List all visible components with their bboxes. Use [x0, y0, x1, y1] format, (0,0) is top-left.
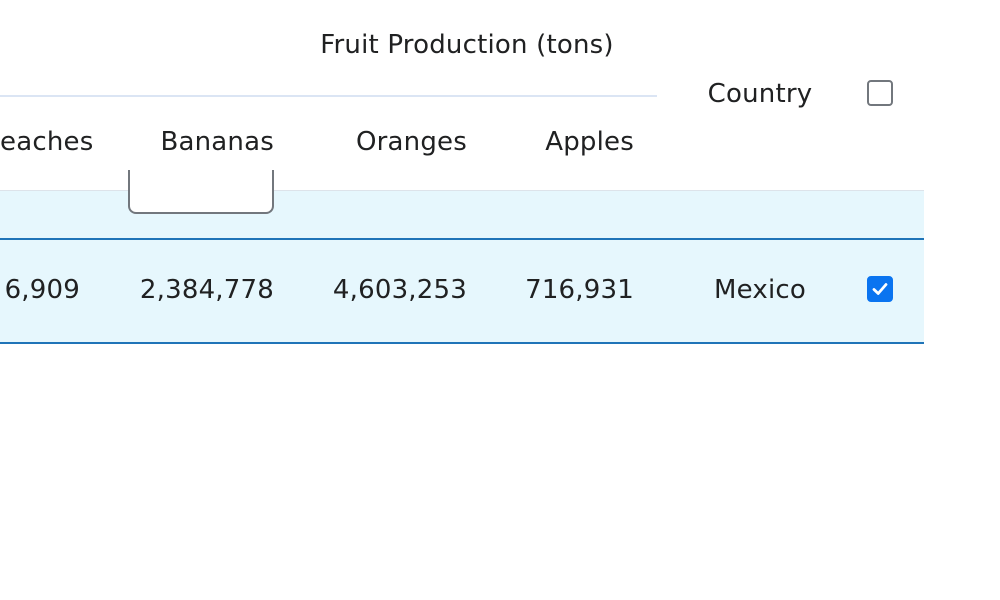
- column-header-country[interactable]: Country: [707, 79, 813, 109]
- group-header-divider: [0, 95, 657, 97]
- column-header-oranges[interactable]: Oranges: [355, 127, 467, 157]
- cell-peaches: 6,909: [4, 275, 80, 305]
- row-select-checkbox[interactable]: [867, 276, 893, 302]
- cell-oranges: 4,603,253: [332, 275, 467, 305]
- select-all-checkbox[interactable]: [867, 80, 893, 106]
- cell-country: Mexico: [714, 275, 806, 305]
- checkmark-icon: [872, 283, 888, 295]
- column-header-apples[interactable]: Apples: [545, 127, 634, 157]
- cell-bananas: 2,384,778: [139, 275, 274, 305]
- group-header-fruit-production: Fruit Production (tons): [320, 30, 614, 60]
- cell-apples: 716,931: [525, 275, 634, 305]
- header-separator: [0, 190, 924, 191]
- column-header-bananas[interactable]: Bananas: [160, 127, 274, 157]
- column-header-peaches[interactable]: eaches: [0, 127, 94, 157]
- table-row-selected[interactable]: [0, 238, 924, 344]
- bananas-filter-input[interactable]: [128, 170, 274, 214]
